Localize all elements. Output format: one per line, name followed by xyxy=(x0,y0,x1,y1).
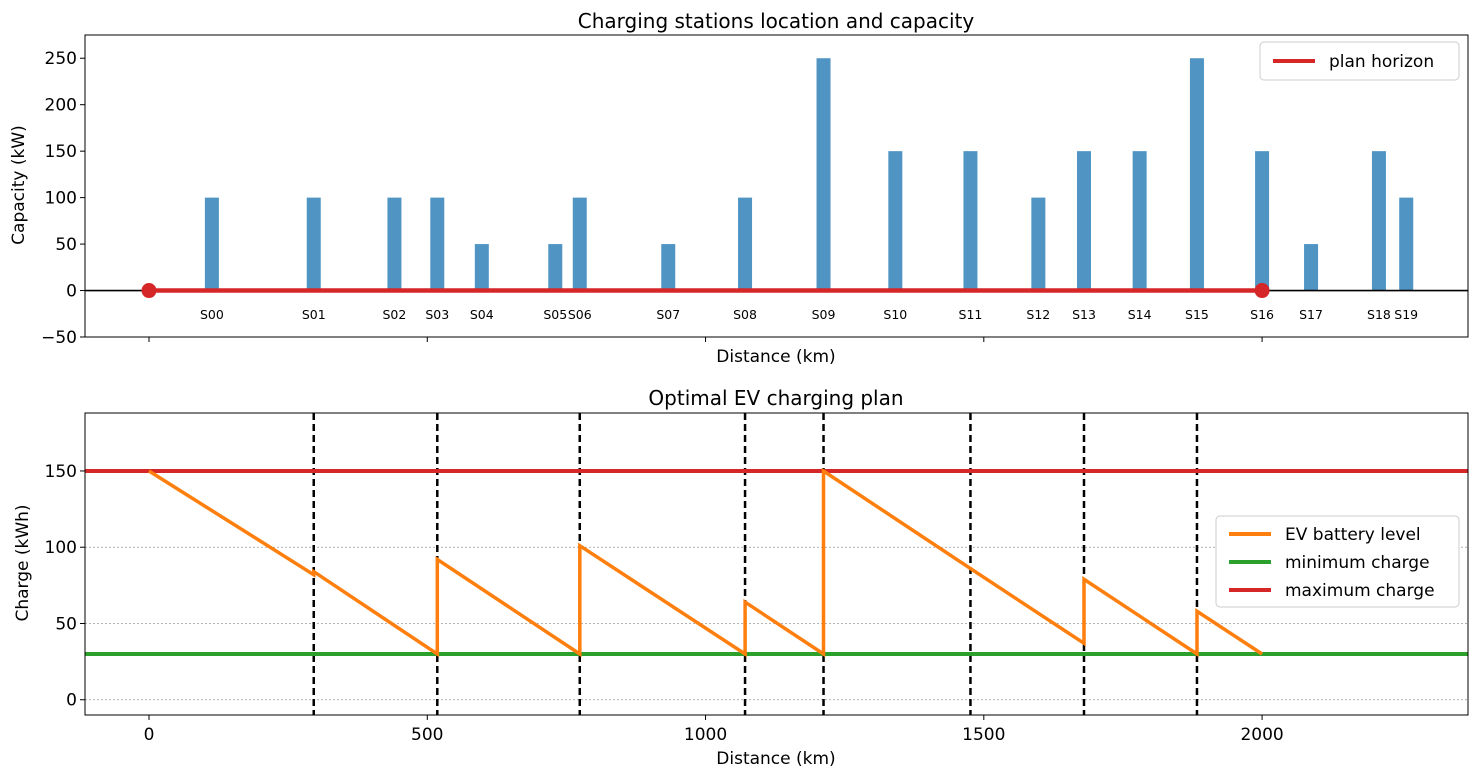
x-tick-label: 500 xyxy=(411,725,443,745)
capacity-bar-s04 xyxy=(474,244,489,291)
plan-horizon-line xyxy=(141,283,1270,299)
station-label-s10: S10 xyxy=(883,307,907,322)
station-label-s05: S05 xyxy=(543,307,567,322)
capacity-bar-s09 xyxy=(816,58,831,291)
capacity-bar-s13 xyxy=(1076,151,1091,291)
plan-horizon-end-marker xyxy=(1254,283,1270,299)
y-tick-label: 150 xyxy=(45,462,77,482)
capacity-chart-xlabel: Distance (km) xyxy=(716,347,835,367)
station-label-s12: S12 xyxy=(1026,307,1050,322)
capacity-bar-s00 xyxy=(204,197,219,291)
station-label-s01: S01 xyxy=(302,307,326,322)
station-label-s09: S09 xyxy=(812,307,836,322)
y-tick-label: 200 xyxy=(45,96,77,116)
plan-horizon-start-marker xyxy=(141,283,157,299)
y-tick-label: 0 xyxy=(66,282,77,302)
station-label-s18: S18 xyxy=(1367,307,1391,322)
capacity-bar-s12 xyxy=(1031,197,1046,291)
legend-label-plan-horizon: plan horizon xyxy=(1329,52,1434,72)
legend-box xyxy=(1259,41,1460,81)
capacity-bar-s01 xyxy=(306,197,321,291)
station-label-s00: S00 xyxy=(200,307,224,322)
capacity-bar-s03 xyxy=(430,197,445,291)
legend-label-battery: EV battery level xyxy=(1285,525,1421,545)
capacity-chart-ylabel: Capacity (kW) xyxy=(9,125,29,245)
station-label-s07: S07 xyxy=(656,307,680,322)
capacity-chart-x-ticks xyxy=(148,337,1263,342)
capacity-chart-y-ticks: −50 0 50 100 150 200 250 xyxy=(41,49,85,348)
capacity-bar-s10 xyxy=(888,151,903,291)
capacity-chart-frame xyxy=(84,34,1469,338)
capacity-bar-s17 xyxy=(1304,244,1319,291)
capacity-chart: Charging stations location and capacity … xyxy=(9,9,1469,367)
capacity-bar-s15 xyxy=(1189,58,1204,291)
station-label-s08: S08 xyxy=(733,307,757,322)
x-tick-label: 1500 xyxy=(962,725,1005,745)
legend-label-maximum: maximum charge xyxy=(1285,581,1435,601)
capacity-bars xyxy=(204,58,1414,291)
station-labels: S00 S01 S02 S03 S04 S05 S06 S07 S08 S09 S10 S11 S12 S… xyxy=(200,307,1418,322)
station-label-s15: S15 xyxy=(1185,307,1209,322)
station-label-s14: S14 xyxy=(1128,307,1152,322)
legend-label-minimum: minimum charge xyxy=(1285,553,1430,573)
capacity-bar-s11 xyxy=(963,151,978,291)
y-tick-label: −50 xyxy=(41,328,77,348)
station-label-s16: S16 xyxy=(1250,307,1274,322)
x-tick-label: 1000 xyxy=(684,725,727,745)
capacity-bar-s06 xyxy=(572,197,587,291)
charging-plan-ylabel: Charge (kWh) xyxy=(13,504,33,621)
station-label-s03: S03 xyxy=(425,307,449,322)
station-label-s06: S06 xyxy=(568,307,592,322)
y-tick-label: 50 xyxy=(55,614,77,634)
y-tick-label: 50 xyxy=(55,235,77,255)
station-label-s02: S02 xyxy=(383,307,407,322)
station-label-s17: S17 xyxy=(1299,307,1323,322)
y-tick-label: 150 xyxy=(45,142,77,162)
y-tick-label: 100 xyxy=(45,189,77,209)
charging-plan-y-ticks: 0 50 100 150 xyxy=(45,462,85,711)
capacity-bar-s08 xyxy=(738,197,753,291)
capacity-bar-s02 xyxy=(387,197,402,291)
y-tick-label: 250 xyxy=(45,49,77,69)
charging-stop-lines xyxy=(312,413,1199,715)
y-tick-label: 100 xyxy=(45,538,77,558)
station-label-s04: S04 xyxy=(470,307,494,322)
x-tick-label: 0 xyxy=(144,725,155,745)
station-label-s19: S19 xyxy=(1394,307,1418,322)
station-label-s11: S11 xyxy=(959,307,983,322)
legend-box xyxy=(1215,515,1460,608)
capacity-chart-legend: plan horizon xyxy=(1259,41,1460,81)
capacity-bar-s18 xyxy=(1371,151,1386,291)
x-tick-label: 2000 xyxy=(1240,725,1283,745)
charging-plan-xlabel: Distance (km) xyxy=(716,749,835,769)
charging-plan-frame xyxy=(84,412,1469,716)
capacity-bar-s05 xyxy=(548,244,563,291)
capacity-chart-title: Charging stations location and capacity xyxy=(578,9,975,33)
battery-level-line xyxy=(148,467,1264,658)
charging-plan-x-ticks: 0 500 1000 1500 2000 xyxy=(144,715,1284,745)
capacity-bar-s07 xyxy=(661,244,676,291)
station-label-s13: S13 xyxy=(1072,307,1096,322)
y-tick-label: 0 xyxy=(66,691,77,711)
capacity-bar-s14 xyxy=(1132,151,1147,291)
capacity-bar-s19 xyxy=(1399,197,1414,291)
charging-plan-title: Optimal EV charging plan xyxy=(648,386,903,410)
charging-plan-legend: EV battery level minimum charge maximum … xyxy=(1215,515,1460,608)
charging-plan-chart: Optimal EV charging plan Distance (km) C… xyxy=(13,386,1469,769)
capacity-bar-s16 xyxy=(1255,151,1270,291)
